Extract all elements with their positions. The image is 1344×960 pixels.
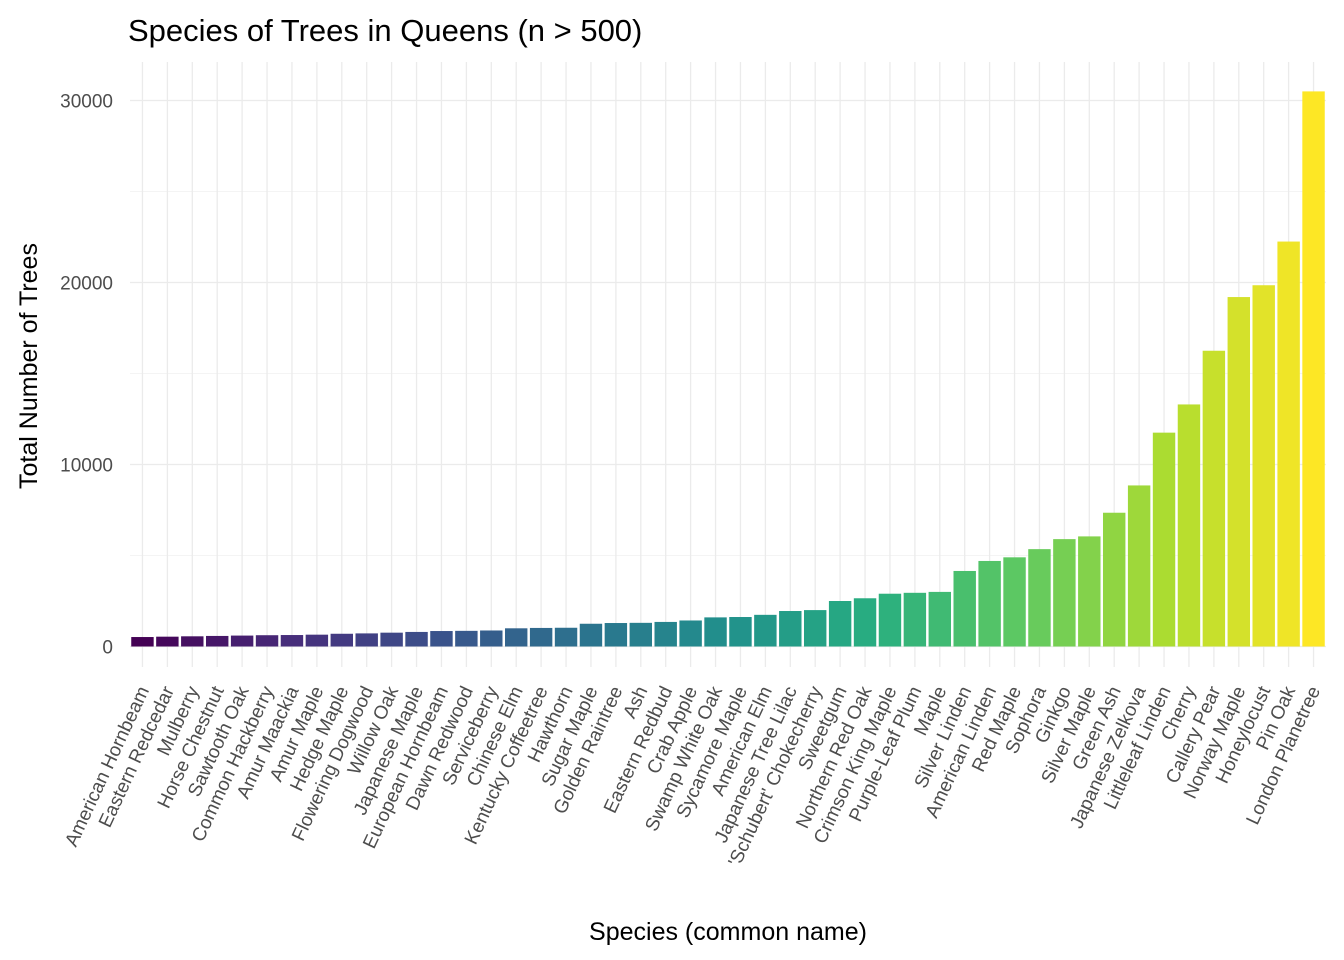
chart-title: Species of Trees in Queens (n > 500) <box>128 13 642 48</box>
bar <box>1277 241 1300 647</box>
bar <box>355 633 378 647</box>
bar <box>828 601 852 647</box>
bar <box>380 632 403 647</box>
bar <box>1152 432 1176 647</box>
y-axis-title: Total Number of Trees <box>15 243 43 489</box>
bar <box>878 593 902 647</box>
bar <box>1252 285 1275 647</box>
bar <box>529 627 553 647</box>
bar <box>604 623 628 647</box>
bar <box>1102 512 1126 647</box>
bar <box>455 630 478 647</box>
bar <box>181 636 204 647</box>
x-axis-title: Species (common name) <box>589 918 867 946</box>
bar <box>779 611 802 647</box>
bar <box>131 637 154 647</box>
y-tick-label: 30000 <box>60 92 113 113</box>
bar <box>1177 404 1201 647</box>
bar <box>629 622 653 647</box>
bar <box>754 614 777 647</box>
bar <box>654 621 677 647</box>
bar <box>280 635 304 647</box>
bar <box>480 630 503 647</box>
bar <box>504 628 528 647</box>
y-tick-label: 10000 <box>60 456 113 477</box>
bar <box>579 623 603 647</box>
bar <box>255 635 279 647</box>
bar <box>405 631 428 647</box>
bar <box>205 635 229 647</box>
bars <box>131 91 1325 647</box>
bar <box>928 591 952 647</box>
bar <box>1053 539 1076 647</box>
bar <box>704 617 727 647</box>
bar <box>430 631 453 647</box>
bar <box>1003 557 1026 647</box>
y-tick-label: 20000 <box>60 274 113 295</box>
y-axis-tick-labels: 0 10000 20000 30000 <box>60 92 113 659</box>
bar <box>978 560 1001 647</box>
bar <box>853 598 877 647</box>
bar <box>1127 485 1151 647</box>
bar <box>1028 549 1051 647</box>
bar <box>729 617 752 647</box>
y-tick-label: 0 <box>102 638 113 659</box>
bar <box>953 570 976 647</box>
bar <box>903 592 927 647</box>
bar <box>1202 350 1226 647</box>
bar <box>554 627 578 647</box>
bar <box>803 610 827 647</box>
bar <box>230 635 254 647</box>
bar <box>1227 297 1251 647</box>
bar <box>1302 91 1325 647</box>
bar <box>1078 536 1101 647</box>
bar <box>330 633 354 647</box>
bar <box>156 636 179 647</box>
bar <box>305 634 329 647</box>
bar <box>679 620 702 647</box>
